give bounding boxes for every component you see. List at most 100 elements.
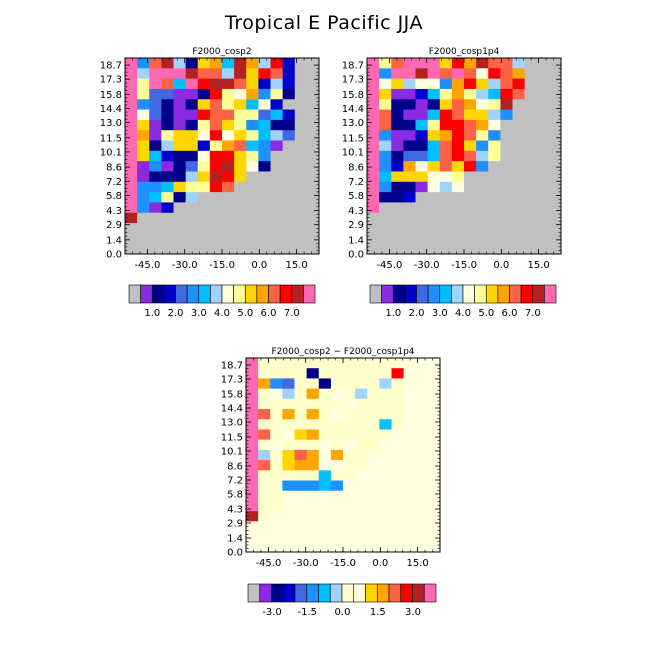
heatmap-cell	[222, 140, 235, 152]
heatmap-cell	[125, 78, 138, 90]
heatmap-cell	[149, 68, 162, 80]
heatmap-cell	[294, 449, 308, 461]
heatmap-cell	[464, 171, 477, 183]
y-tick-label: 0.0	[106, 250, 122, 261]
heatmap-cell	[476, 243, 489, 255]
heatmap-cell	[379, 449, 392, 461]
heatmap-cell	[222, 212, 235, 224]
heatmap-cell	[222, 150, 235, 162]
colorbar: 1.0 2.0 3.0 4.0 5.0 6.0 7.0	[369, 284, 557, 319]
heatmap-cell	[209, 212, 223, 224]
x-tick-label: 15.0	[406, 558, 428, 569]
heatmap-cell	[330, 480, 344, 492]
heatmap-cell	[161, 181, 174, 193]
heatmap-cell	[464, 181, 477, 193]
heatmap-cell	[185, 109, 199, 121]
heatmap-cell	[246, 58, 259, 69]
heatmap-cell	[464, 243, 477, 255]
heatmap-cell	[415, 119, 429, 131]
heatmap-cell	[161, 192, 174, 203]
heatmap-cell	[379, 409, 392, 420]
heatmap-cell	[512, 109, 526, 121]
heatmap-cell	[197, 140, 211, 152]
heatmap-cell	[282, 181, 296, 193]
heatmap-cell	[125, 68, 138, 80]
heatmap-cell	[270, 388, 283, 400]
heatmap-cell	[427, 429, 441, 441]
colorbar-swatch	[318, 583, 331, 603]
heatmap-cell	[258, 212, 271, 224]
heatmap-cell	[379, 511, 392, 522]
colorbar-label: 6.0	[261, 308, 277, 319]
colorbar-label: 4.0	[455, 308, 471, 319]
heatmap-cell	[524, 68, 538, 80]
heatmap-cell	[270, 130, 284, 141]
heatmap-cell	[379, 480, 392, 492]
heatmap-cell	[137, 233, 150, 245]
heatmap-cell	[282, 358, 295, 369]
heatmap-cell	[209, 140, 223, 152]
heatmap-cell	[403, 88, 416, 100]
heatmap-cell	[258, 490, 271, 502]
heatmap-cell	[234, 202, 247, 214]
heatmap-cell	[270, 202, 284, 214]
y-tick-label: 1.4	[348, 235, 364, 246]
heatmap-cell	[137, 181, 150, 193]
heatmap-cell	[379, 460, 392, 471]
heatmap-cell	[379, 223, 392, 234]
heatmap-cell	[282, 68, 296, 80]
heatmap-cell	[246, 419, 259, 430]
heatmap-cell	[343, 358, 356, 369]
heatmap-cell	[427, 378, 441, 390]
heatmap-cell	[330, 470, 344, 481]
heatmap-cell	[415, 88, 429, 100]
heatmap-cell	[282, 511, 295, 522]
panel-2: F2000_cosp1p4 0.0 1.4 2.9 4.3 5.8 7.2 8.6 10.1 11…	[342, 47, 562, 319]
heatmap-cell	[246, 109, 259, 121]
heatmap-cell	[427, 119, 441, 131]
heatmap-cell	[234, 150, 247, 162]
heatmap-cell	[403, 378, 417, 390]
heatmap-cell	[427, 161, 441, 172]
colorbar-label: 3.0	[191, 308, 207, 319]
heatmap-cell	[330, 511, 344, 522]
heatmap-cell	[367, 202, 380, 214]
heatmap-cell	[270, 409, 283, 420]
heatmap-cell	[149, 150, 162, 162]
heatmap-cell	[427, 88, 441, 100]
heatmap-cell	[246, 243, 259, 255]
y-tick-label: 0.0	[348, 250, 364, 261]
heatmap-cell	[149, 119, 162, 131]
heatmap-cell	[185, 58, 199, 69]
heatmap-cell	[282, 541, 295, 553]
heatmap-cell	[306, 88, 320, 100]
heatmap-cell	[125, 181, 138, 193]
heatmap-cell	[222, 202, 235, 214]
heatmap-cell	[282, 439, 295, 451]
heatmap-cell	[306, 460, 320, 471]
x-tick-label: -15.0	[330, 558, 356, 569]
y-tick-label: 8.6	[227, 462, 243, 473]
heatmap-cell	[500, 109, 513, 121]
heatmap-cell	[294, 119, 308, 131]
heatmap-cell	[246, 378, 259, 390]
heatmap-cell	[439, 78, 453, 90]
heatmap-cell	[415, 521, 429, 532]
heatmap-cell	[306, 192, 320, 203]
heatmap-cell	[137, 78, 150, 90]
heatmap-cell	[209, 171, 223, 183]
heatmap-cell	[548, 212, 562, 224]
heatmap-cell	[294, 109, 308, 121]
heatmap-cell	[197, 150, 211, 162]
heatmap-cell	[451, 68, 465, 80]
heatmap-cell	[270, 161, 284, 172]
y-tick-label: 4.3	[227, 505, 243, 516]
heatmap-cell	[488, 109, 501, 121]
heatmap-cell	[197, 130, 211, 141]
heatmap-cell	[415, 531, 429, 543]
heatmap-cell	[306, 223, 320, 234]
heatmap-cell	[439, 212, 453, 224]
heatmap-cell	[476, 119, 489, 131]
colorbar: 1.0 2.0 3.0 4.0 5.0 6.0 7.0	[128, 284, 316, 319]
x-tick-label: -15.0	[451, 260, 477, 271]
